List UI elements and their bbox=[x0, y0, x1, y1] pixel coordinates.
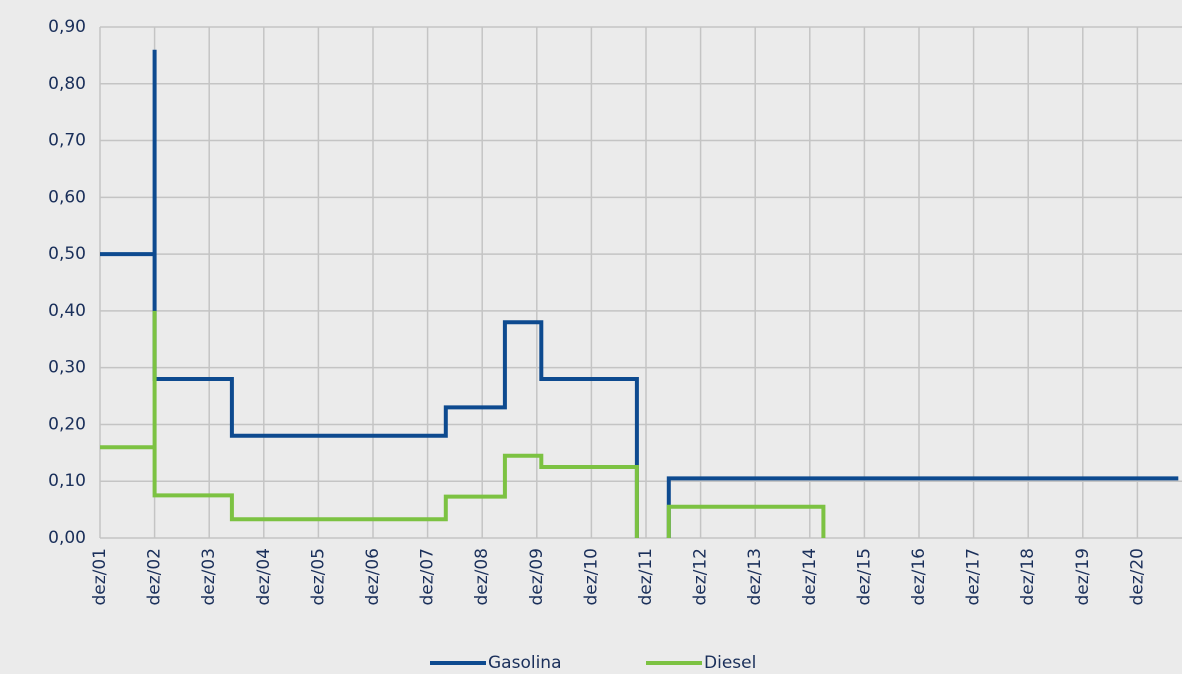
series-line bbox=[100, 49, 1179, 538]
y-tick-label: 0,70 bbox=[48, 131, 86, 151]
x-tick-label: dez/12 bbox=[691, 548, 711, 606]
x-tick-label: dez/14 bbox=[800, 548, 820, 606]
x-tick-label: dez/13 bbox=[745, 548, 765, 606]
y-tick-label: 0,60 bbox=[48, 187, 86, 207]
y-tick-label: 0,20 bbox=[48, 414, 86, 434]
x-tick-label: dez/09 bbox=[527, 548, 547, 606]
y-tick-label: 0,80 bbox=[48, 74, 86, 94]
legend-label: Diesel bbox=[704, 653, 756, 673]
x-tick-label: dez/03 bbox=[199, 548, 219, 606]
y-tick-label: 0,90 bbox=[48, 17, 86, 37]
x-tick-label: dez/18 bbox=[1018, 548, 1038, 606]
x-tick-label: dez/15 bbox=[854, 548, 874, 606]
y-tick-label: 0,40 bbox=[48, 301, 86, 321]
x-tick-label: dez/16 bbox=[909, 548, 929, 606]
x-tick-label: dez/20 bbox=[1127, 548, 1147, 606]
x-tick-label: dez/17 bbox=[964, 548, 984, 606]
y-tick-label: 0,10 bbox=[48, 471, 86, 491]
x-tick-label: dez/06 bbox=[363, 548, 383, 606]
x-tick-label: dez/01 bbox=[90, 548, 110, 606]
y-tick-label: 0,30 bbox=[48, 358, 86, 378]
x-tick-label: dez/11 bbox=[636, 548, 656, 606]
x-tick-label: dez/05 bbox=[308, 548, 328, 606]
x-tick-label: dez/19 bbox=[1073, 548, 1093, 606]
x-tick-label: dez/07 bbox=[418, 548, 438, 606]
x-tick-label: dez/02 bbox=[145, 548, 165, 606]
x-tick-label: dez/10 bbox=[581, 548, 601, 606]
legend-label: Gasolina bbox=[488, 653, 562, 673]
x-tick-label: dez/04 bbox=[254, 548, 274, 606]
y-tick-label: 0,00 bbox=[48, 528, 86, 548]
y-tick-label: 0,50 bbox=[48, 244, 86, 264]
x-tick-label: dez/08 bbox=[472, 548, 492, 606]
series-line bbox=[100, 310, 826, 538]
